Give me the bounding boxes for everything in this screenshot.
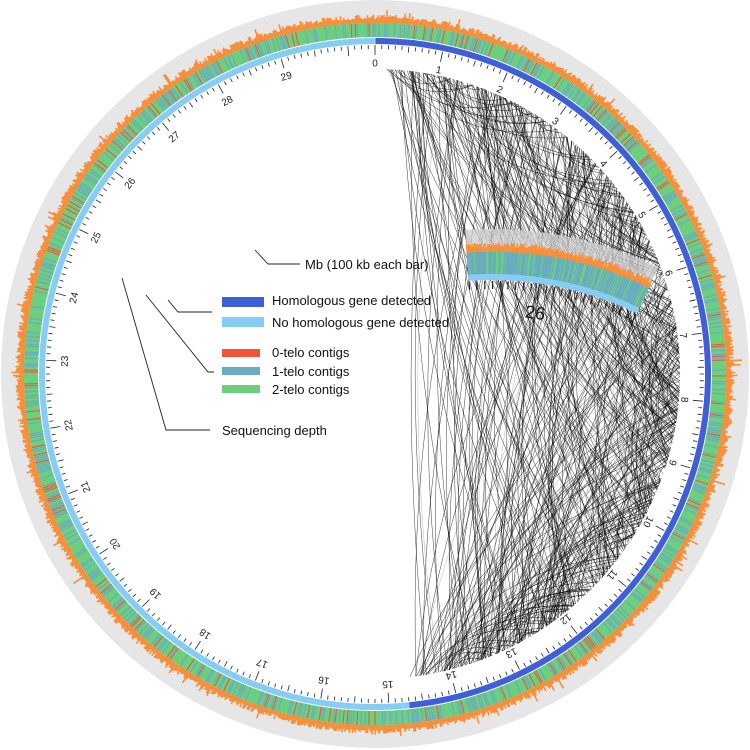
mb-tick-marks <box>46 45 704 703</box>
tick-label-7: 7 <box>677 332 689 339</box>
tick-label-11: 11 <box>604 567 619 582</box>
callout-telo <box>145 294 214 373</box>
tick-label-6: 6 <box>662 269 674 278</box>
callout-mb <box>254 249 300 265</box>
tick-label-27: 27 <box>167 129 183 145</box>
callout-depth <box>121 277 210 431</box>
legend-swatch-homologous <box>222 297 264 307</box>
mb-tick-labels: 0123456789101112131415161718192021222324… <box>60 59 690 690</box>
legend-label-2-telo: 2-telo contigs <box>272 382 350 397</box>
tick-label-18: 18 <box>197 625 213 641</box>
tick-label-15: 15 <box>382 678 394 689</box>
legend-label-homologous: Homologous gene detected <box>272 293 431 308</box>
tick-label-14: 14 <box>444 668 458 682</box>
tick-label-0: 0 <box>372 59 378 70</box>
tick-label-8: 8 <box>678 396 689 403</box>
tick-label-16: 16 <box>317 673 330 686</box>
tick-label-24: 24 <box>68 291 82 305</box>
tick-label-2: 2 <box>495 84 505 96</box>
tick-label-4: 4 <box>597 158 609 170</box>
tick-label-1: 1 <box>435 65 443 77</box>
callout-lines <box>121 249 300 431</box>
legend-swatch-2-telo <box>222 385 260 393</box>
zoom-inset: 26 <box>465 228 659 325</box>
tick-label-26: 26 <box>123 176 139 192</box>
inset-scale-label: 26 <box>524 302 547 325</box>
sequencing-depth-track <box>11 10 743 736</box>
inset-scale-caption: Mb (100 kb each bar) <box>305 257 429 272</box>
legend-label-0-telo: 0-telo contigs <box>272 345 350 360</box>
tick-label-23: 23 <box>60 355 71 367</box>
legend-swatch-1-telo <box>222 367 260 375</box>
legend-label-1-telo: 1-telo contigs <box>272 364 350 379</box>
telomere-contig-track <box>23 22 727 726</box>
callout-homologous <box>167 299 212 313</box>
tick-label-19: 19 <box>148 585 164 601</box>
homologous-gene-track <box>39 38 711 710</box>
tick-label-3: 3 <box>550 116 561 128</box>
tick-label-29: 29 <box>280 70 294 84</box>
legend-swatch-0-telo <box>222 349 260 357</box>
tick-label-22: 22 <box>63 418 76 431</box>
tick-label-28: 28 <box>220 94 235 109</box>
legend-label-depth: Sequencing depth <box>222 423 327 438</box>
legend: Homologous gene detected No homologous g… <box>222 293 449 438</box>
tick-label-5: 5 <box>635 210 648 221</box>
tick-label-25: 25 <box>89 230 104 245</box>
tick-label-17: 17 <box>255 655 270 669</box>
tick-label-9: 9 <box>666 458 678 467</box>
legend-label-no-homologous: No homologous gene detected <box>272 315 449 330</box>
tick-label-20: 20 <box>108 535 124 551</box>
tick-label-21: 21 <box>79 479 93 494</box>
legend-swatch-no-homologous <box>222 317 264 327</box>
